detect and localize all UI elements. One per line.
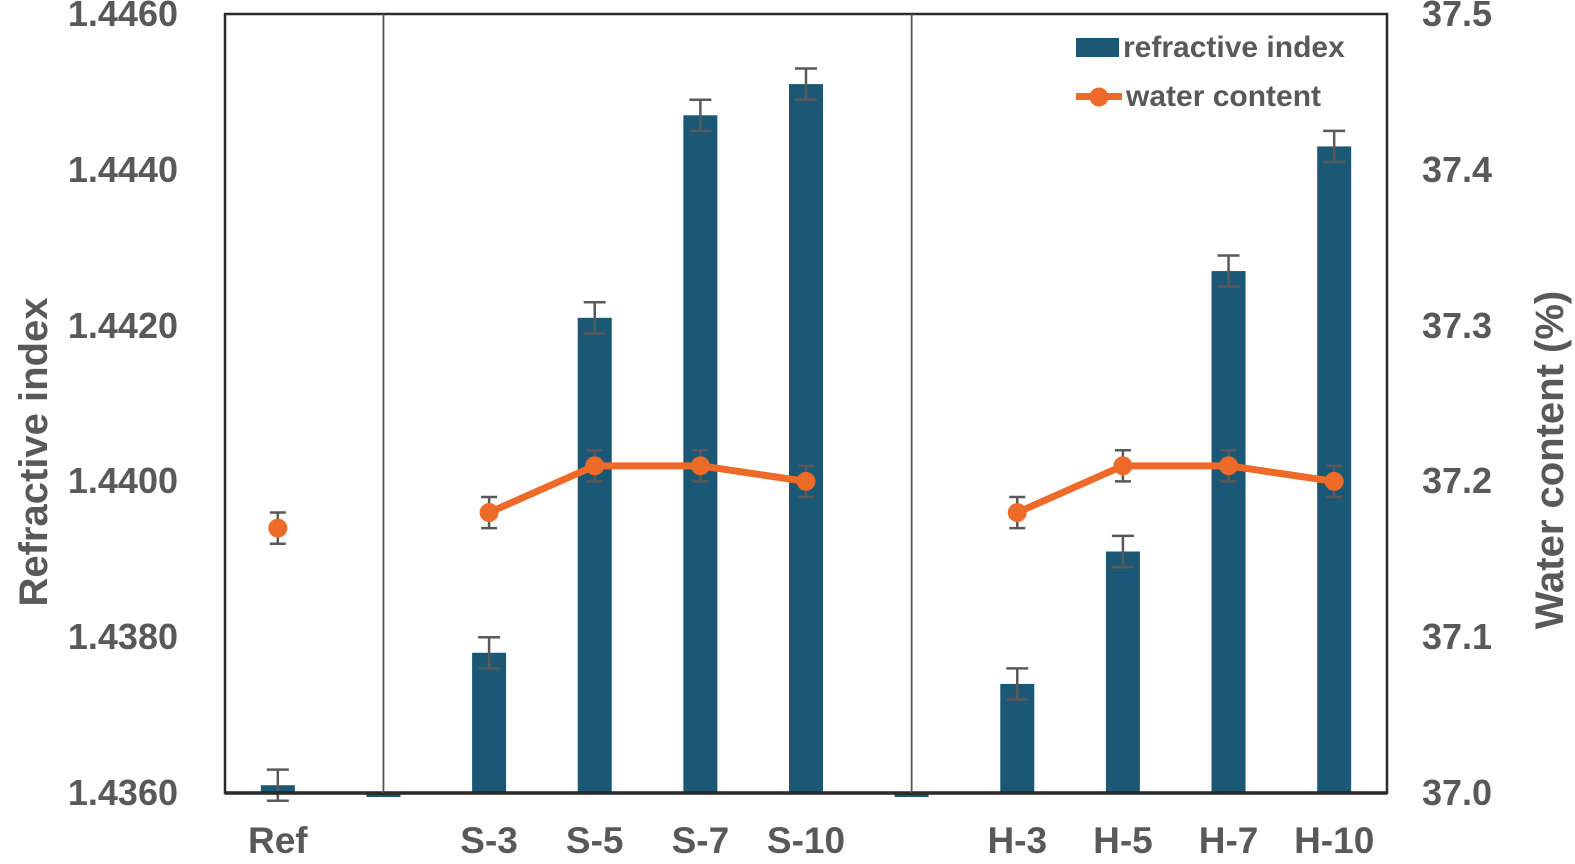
legend-item-water-content: water content [1076,78,1345,115]
legend-label: refractive index [1123,30,1345,64]
right-axis-tick-37.2: 37.2 [1422,460,1493,502]
bar-s-5 [577,317,612,793]
water-content-line-panel-1 [487,462,807,516]
bar-h-5 [1105,551,1140,793]
water-content-point-h-7 [1219,456,1239,476]
x-axis-label-ref: Ref [248,820,308,861]
line-dot-marker-icon [1076,87,1122,106]
water-content-line-panel-2 [1015,462,1335,516]
x-axis-label-s-10: S-10 [766,820,846,861]
water-content-point-s-7 [690,456,710,476]
left-axis-tick-1.4440: 1.4440 [67,148,178,190]
bar-h-7 [1211,271,1246,793]
left-axis-title: Refractive index [12,297,56,607]
bar-s-3 [472,652,507,793]
water-content-point-s-3 [479,503,499,523]
water-content-point-h-5 [1113,456,1133,476]
left-axis-tick-1.4360: 1.4360 [67,772,178,813]
water-content-point-s-5 [585,456,605,476]
error-bar-h-7 [1217,254,1240,288]
plot-border [223,12,1389,795]
bar-s-10 [789,84,823,794]
spacer-bar-sliver [894,793,929,797]
legend-item-refractive-index: refractive index [1076,29,1345,66]
error-bar-s-3 [478,635,501,670]
right-axis-tick-37.4: 37.4 [1422,148,1493,190]
x-axis-label-s-7: S-7 [671,820,730,861]
right-axis-tick-37.1: 37.1 [1422,616,1493,658]
water-content-point-h-3 [1007,503,1027,523]
water-content-point-h-10 [1324,471,1344,491]
legend-label: water content [1126,79,1322,113]
x-axis-label-s-3: S-3 [460,820,518,861]
x-axis-label-h-5: H-5 [1093,820,1153,861]
line-dot-marker-dot-icon [1089,87,1109,106]
left-axis-tick-1.4460: 1.4460 [67,0,178,34]
error-bar-ref [266,768,289,803]
error-bar-s-7 [689,98,712,133]
left-axis-tick-1.4380: 1.4380 [67,616,178,658]
right-axis-tick-37.0: 37.0 [1422,772,1493,813]
left-axis-tick-1.4420: 1.4420 [67,304,178,346]
error-bar-s-5 [583,300,606,335]
error-bar-s-10 [795,67,817,101]
right-axis-tick-37.3: 37.3 [1422,304,1493,346]
legend: refractive index water content [1076,29,1345,127]
x-axis-label-h-7: H-7 [1198,820,1259,861]
error-bar-h-10 [1323,129,1346,164]
left-axis-tick-1.4400: 1.4400 [67,460,178,502]
error-bar-h-5 [1111,534,1134,569]
water-content-point-s-10 [796,471,816,491]
right-axis-tick-37.5: 37.5 [1422,0,1493,34]
x-axis-label-h-3: H-3 [987,820,1048,861]
bar-h-3 [1000,683,1035,793]
x-axis-label-s-5: S-5 [565,820,624,861]
error-bar-h-3 [1006,667,1029,701]
spacer-bar-sliver [366,793,401,797]
right-axis-title: Water content (%) [1528,290,1572,630]
bar-swatch-icon [1076,38,1119,57]
water-content-point-ref [268,518,288,538]
x-axis-label-h-10: H-10 [1294,820,1375,861]
